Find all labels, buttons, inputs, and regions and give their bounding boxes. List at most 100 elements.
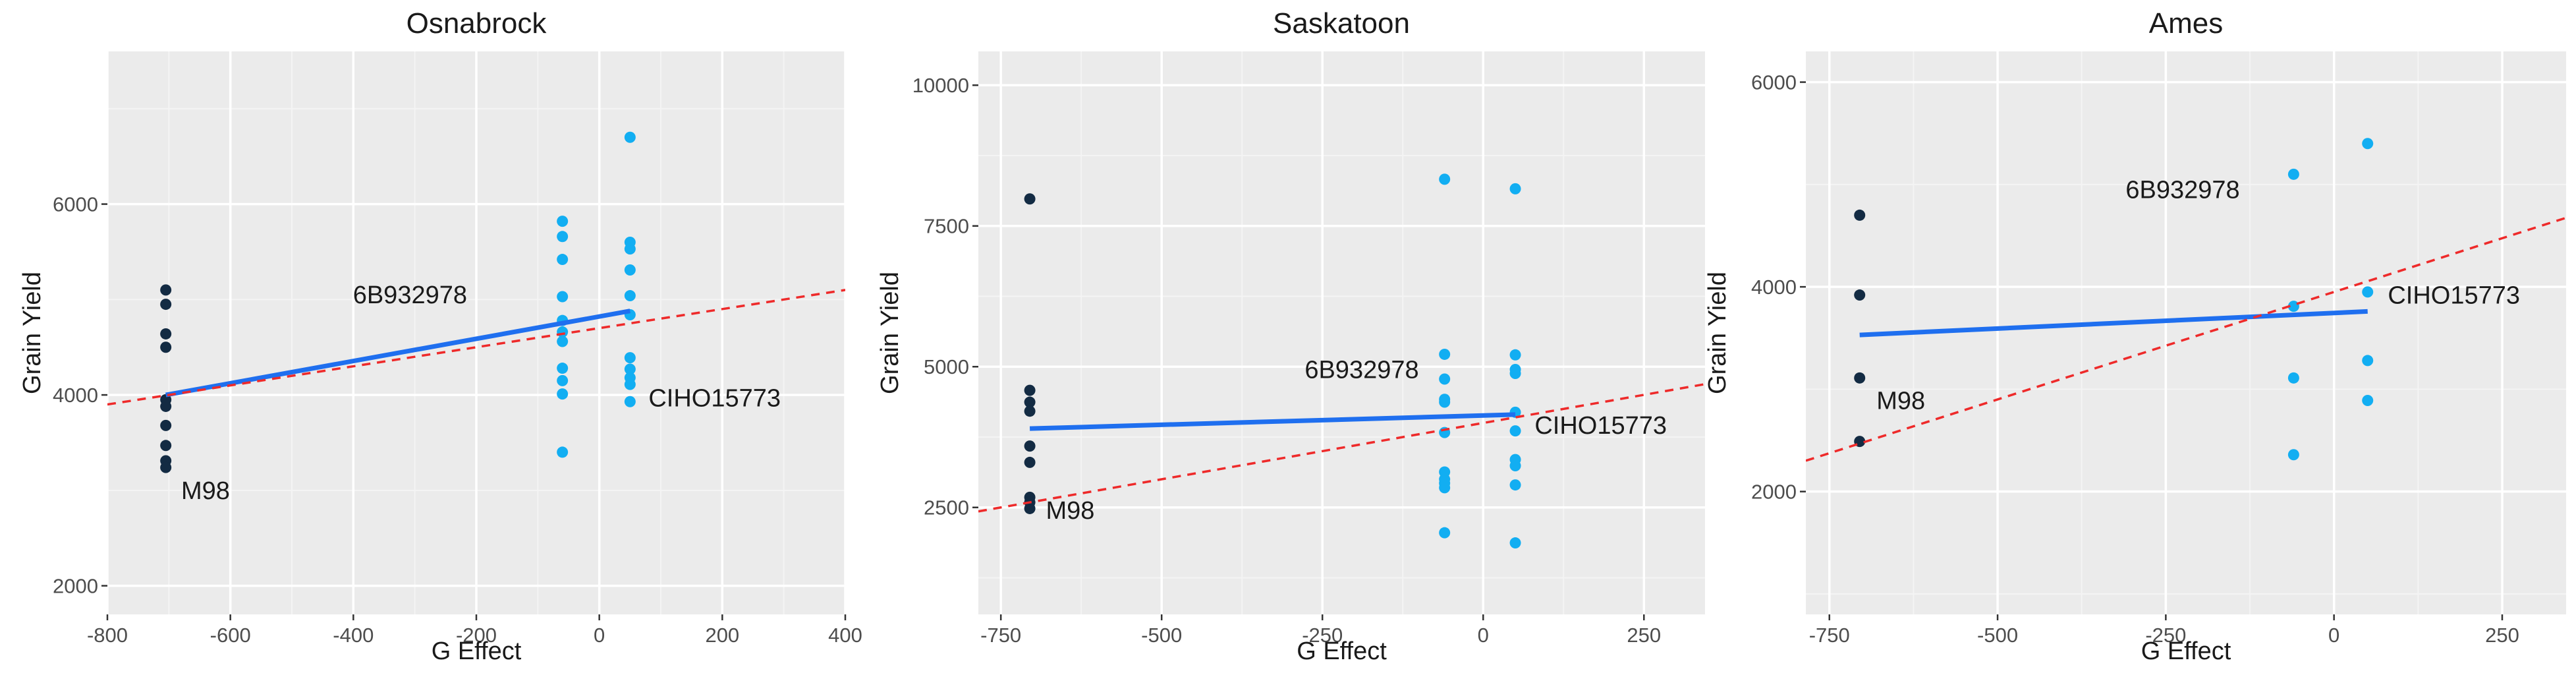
data-point-m98 xyxy=(160,284,172,296)
data-point-m98 xyxy=(1854,372,1866,384)
y-tick-label: 5000 xyxy=(924,355,969,378)
y-tick-label: 6000 xyxy=(1751,71,1797,94)
data-point-6b932978 xyxy=(557,388,569,400)
y-tick-label: 10000 xyxy=(912,74,969,97)
reference-dashed-line xyxy=(1806,216,2566,462)
data-point-m98 xyxy=(1854,209,1866,221)
data-point-6b932978 xyxy=(1439,348,1451,360)
data-point-ciho15773 xyxy=(624,131,636,143)
data-point-m98 xyxy=(1024,456,1036,468)
data-point-m98 xyxy=(1854,289,1866,301)
data-point-6b932978 xyxy=(557,374,569,386)
x-tick-label: -500 xyxy=(1141,624,1182,647)
data-point-m98 xyxy=(160,400,172,412)
data-point-6b932978 xyxy=(557,216,569,227)
data-point-6b932978 xyxy=(557,254,569,266)
point-annotation: CIHO15773 xyxy=(1534,412,1667,440)
data-point-6b932978 xyxy=(1439,482,1451,494)
data-point-m98 xyxy=(160,419,172,431)
chart-panel-1: -800 -600 -400 -200 0 200 400 2000 4000 6000 6B932… xyxy=(18,7,862,665)
point-annotation: M98 xyxy=(1046,497,1094,525)
data-point-ciho15773 xyxy=(2362,286,2374,298)
data-point-ciho15773 xyxy=(1509,367,1521,379)
data-point-ciho15773 xyxy=(2362,138,2374,150)
data-point-ciho15773 xyxy=(1509,183,1521,194)
data-point-6b932978 xyxy=(557,446,569,458)
data-point-ciho15773 xyxy=(624,378,636,390)
data-point-6b932978 xyxy=(2287,168,2299,180)
data-point-m98 xyxy=(160,328,172,340)
data-point-ciho15773 xyxy=(624,264,636,276)
x-axis-title: G Effect xyxy=(1297,637,1387,665)
x-tick-label: -750 xyxy=(980,624,1021,647)
point-annotation: M98 xyxy=(181,477,230,505)
point-annotation: 6B932978 xyxy=(2125,177,2239,204)
data-point-6b932978 xyxy=(2287,301,2299,312)
data-point-ciho15773 xyxy=(1509,349,1521,361)
data-point-ciho15773 xyxy=(1509,479,1521,491)
x-tick-label: -750 xyxy=(1809,624,1850,647)
chart-panel-3: -750 -500 -250 0 250 2000 4000 6000 6B932978 CIHO… xyxy=(1704,7,2566,665)
x-axis-title: G Effect xyxy=(432,637,522,665)
y-tick-label: 6000 xyxy=(53,193,98,216)
data-point-6b932978 xyxy=(557,336,569,347)
y-axis-title: Grain Yield xyxy=(18,272,46,394)
fit-line xyxy=(165,309,630,398)
x-tick-label: 400 xyxy=(828,624,862,647)
data-point-ciho15773 xyxy=(624,290,636,302)
point-annotation: M98 xyxy=(1876,387,1925,415)
panel-title: Osnabrock xyxy=(406,7,547,40)
point-annotation: CIHO15773 xyxy=(648,384,781,412)
data-point-ciho15773 xyxy=(1509,425,1521,437)
x-tick-label: -250 xyxy=(1302,624,1343,647)
x-tick-label: -500 xyxy=(1977,624,2018,647)
y-tick-label: 2000 xyxy=(1751,481,1797,504)
data-point-m98 xyxy=(1024,502,1036,514)
data-point-ciho15773 xyxy=(624,352,636,364)
y-tick-label: 2000 xyxy=(53,575,98,598)
y-tick-label: 7500 xyxy=(924,215,969,238)
data-point-ciho15773 xyxy=(624,363,636,375)
data-point-6b932978 xyxy=(1439,396,1451,408)
data-point-m98 xyxy=(160,440,172,452)
x-tick-label: 0 xyxy=(1478,624,1489,647)
data-point-6b932978 xyxy=(557,326,569,338)
data-point-ciho15773 xyxy=(2362,394,2374,406)
y-tick-label: 2500 xyxy=(924,496,969,519)
x-tick-label: 0 xyxy=(594,624,605,647)
reference-dashed-line xyxy=(107,289,845,406)
x-tick-label: -250 xyxy=(2145,624,2186,647)
panel-title: Ames xyxy=(2149,7,2223,40)
reference-dashed-line xyxy=(978,382,1705,513)
point-annotation: 6B932978 xyxy=(353,281,467,309)
y-tick-label: 4000 xyxy=(1751,276,1797,299)
x-tick-label: -800 xyxy=(87,624,128,647)
x-tick-label: 0 xyxy=(2328,624,2339,647)
data-point-m98 xyxy=(1024,384,1036,396)
y-tick-label: 4000 xyxy=(53,384,98,407)
data-point-6b932978 xyxy=(557,291,569,303)
point-annotation: CIHO15773 xyxy=(2388,282,2520,310)
point-annotation: 6B932978 xyxy=(1304,357,1418,384)
data-point-m98 xyxy=(160,461,172,473)
panel-title: Saskatoon xyxy=(1273,7,1410,40)
data-point-6b932978 xyxy=(1439,527,1451,539)
data-point-6b932978 xyxy=(2287,372,2299,384)
data-point-6b932978 xyxy=(557,363,569,374)
data-point-ciho15773 xyxy=(624,243,636,255)
x-axis-title: G Effect xyxy=(2141,637,2231,665)
plot-background xyxy=(978,51,1705,614)
fit-line xyxy=(1029,412,1516,431)
data-point-ciho15773 xyxy=(1509,537,1521,549)
fit-line xyxy=(1859,309,2368,338)
y-axis-title: Grain Yield xyxy=(876,272,904,394)
chart-panel-2: -750 -500 -250 0 250 2500 5000 7500 10000 6B93297… xyxy=(876,7,1705,665)
x-tick-label: 200 xyxy=(705,624,739,647)
data-point-ciho15773 xyxy=(624,396,636,407)
x-tick-label: -400 xyxy=(333,624,374,647)
data-point-m98 xyxy=(1024,405,1036,417)
data-point-ciho15773 xyxy=(2362,355,2374,367)
data-point-m98 xyxy=(1024,440,1036,452)
data-point-m98 xyxy=(1024,396,1036,408)
